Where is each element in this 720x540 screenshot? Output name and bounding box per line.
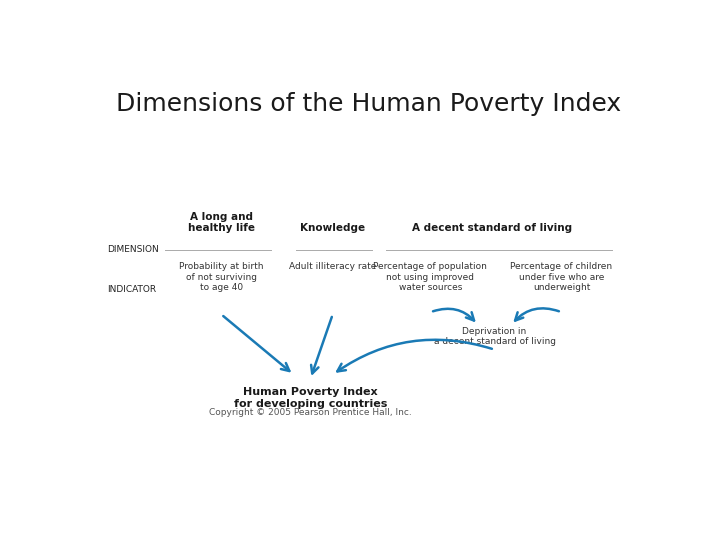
Text: Deprivation in
a decent standard of living: Deprivation in a decent standard of livi… — [433, 327, 556, 346]
Text: Adult illiteracy rate: Adult illiteracy rate — [289, 262, 377, 271]
Text: A decent standard of living: A decent standard of living — [412, 223, 572, 233]
Text: Probability at birth
of not surviving
to age 40: Probability at birth of not surviving to… — [179, 262, 264, 292]
Text: Percentage of children
under five who are
underweight: Percentage of children under five who ar… — [510, 262, 613, 292]
Text: Percentage of population
not using improved
water sources: Percentage of population not using impro… — [374, 262, 487, 292]
Text: Dimensions of the Human Poverty Index: Dimensions of the Human Poverty Index — [117, 92, 621, 116]
Text: Human Poverty Index
for developing countries: Human Poverty Index for developing count… — [234, 387, 387, 409]
Text: Copyright © 2005 Pearson Prentice Hall, Inc.: Copyright © 2005 Pearson Prentice Hall, … — [209, 408, 412, 417]
Text: INDICATOR: INDICATOR — [107, 285, 156, 294]
Text: A long and
healthy life: A long and healthy life — [188, 212, 255, 233]
Text: Knowledge: Knowledge — [300, 223, 365, 233]
Text: DIMENSION: DIMENSION — [107, 245, 158, 254]
